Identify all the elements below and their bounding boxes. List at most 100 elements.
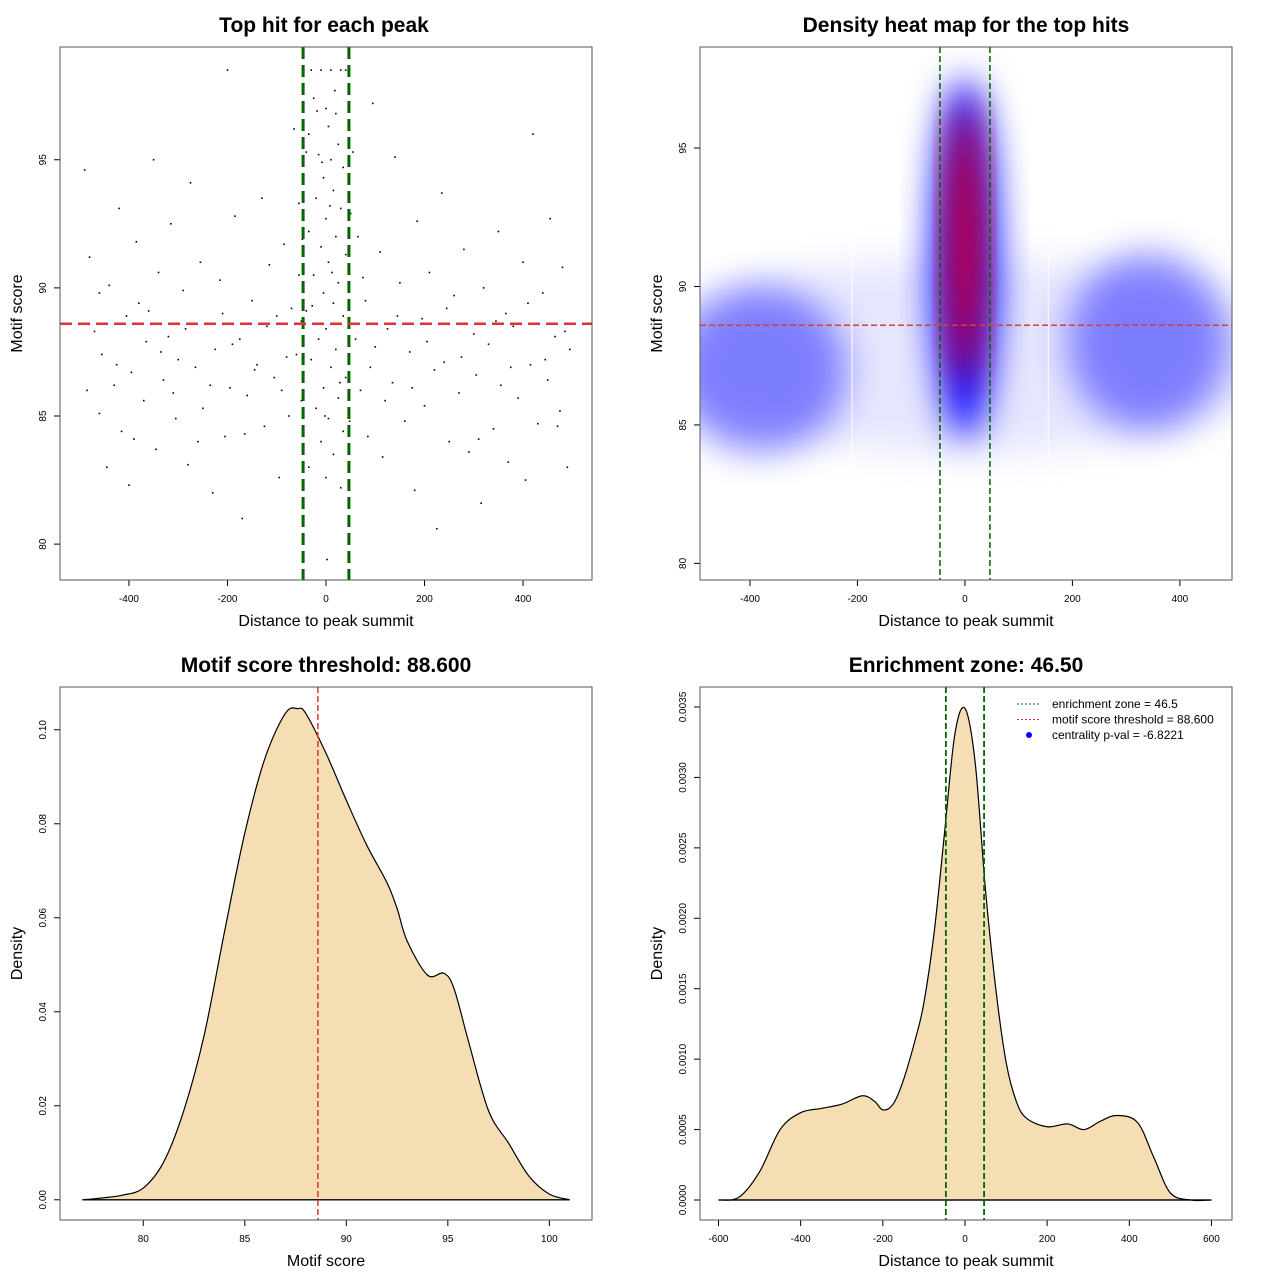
scatter-point xyxy=(202,407,204,410)
scatter-point xyxy=(174,417,177,420)
scatter-point xyxy=(118,207,120,210)
plot-frame xyxy=(699,686,1233,1221)
scatter-point xyxy=(559,410,561,412)
scatter-point xyxy=(311,305,314,307)
scatter-point xyxy=(275,315,278,317)
scatter-point xyxy=(199,261,202,264)
scatter-point xyxy=(224,435,226,438)
scatter-point xyxy=(507,461,510,463)
x-tick-label: 90 xyxy=(341,1234,353,1245)
scatter-point xyxy=(170,223,172,225)
scatter-point xyxy=(113,384,115,387)
title-score-density: Motif score threshold: 88.600 xyxy=(181,654,472,677)
scatter-point xyxy=(293,128,295,130)
scatter-point xyxy=(147,310,150,312)
scatter-point xyxy=(512,325,514,328)
scatter-point xyxy=(460,356,463,358)
x-axis-label: Distance to peak summit xyxy=(238,613,414,630)
x-tick-label: -400 xyxy=(119,594,139,605)
scatter-points xyxy=(83,69,571,561)
scatter-point xyxy=(335,235,337,238)
scatter-point xyxy=(332,453,335,456)
scatter-point xyxy=(321,161,323,164)
scatter-point xyxy=(194,366,197,369)
scatter-point xyxy=(344,253,347,256)
axes-2: 80 85 90 95 100 0.00 0.02 0.04 0.06 0.08 0.10 Motif… xyxy=(9,686,593,1270)
scatter-point xyxy=(564,330,566,333)
scatter-point xyxy=(298,274,300,276)
scatter-point xyxy=(209,384,212,387)
scatter-point xyxy=(182,289,184,292)
y-tick-label: 0.10 xyxy=(38,720,49,740)
scatter-point xyxy=(342,315,345,317)
scatter-point xyxy=(325,217,327,220)
x-tick-label: 0 xyxy=(323,594,329,605)
scatter-point xyxy=(453,294,455,297)
scatter-point xyxy=(238,338,241,340)
scatter-point xyxy=(312,97,315,100)
scatter-point xyxy=(554,335,556,338)
x-tick-label: -400 xyxy=(791,1234,811,1245)
scatter-point xyxy=(300,399,303,402)
y-tick-label: 0.0005 xyxy=(678,1114,689,1145)
scatter-point xyxy=(440,192,443,194)
y-tick-label: 85 xyxy=(38,410,49,422)
plot-frame xyxy=(59,46,593,581)
scatter-point xyxy=(93,330,96,333)
scatter-point xyxy=(448,440,450,443)
y-tick-label: 80 xyxy=(38,538,49,550)
y-tick-label: 0.0010 xyxy=(678,1043,689,1074)
scatter-point xyxy=(524,479,527,481)
scatter-point xyxy=(324,415,326,417)
scatter-point xyxy=(315,407,317,410)
scatter-point xyxy=(120,430,123,433)
scatter-point xyxy=(280,389,283,392)
scatter-point xyxy=(546,379,549,381)
x-tick-label: -200 xyxy=(873,1234,893,1245)
scatter-point xyxy=(298,202,300,205)
scatter-point xyxy=(509,366,512,369)
scatter-point xyxy=(105,466,108,469)
legend-point-icon xyxy=(1026,732,1032,738)
scatter-point xyxy=(549,217,551,220)
scatter-point xyxy=(472,333,475,335)
scatter-point xyxy=(342,166,345,169)
y-tick-label: 90 xyxy=(38,282,49,294)
scatter-point xyxy=(325,328,327,330)
scatter-point xyxy=(288,415,290,417)
y-axis-label: Density xyxy=(649,927,666,980)
scatter-point xyxy=(504,312,507,315)
x-tick-label: -200 xyxy=(217,594,237,605)
x-tick-label: 0 xyxy=(962,1234,968,1245)
scatter-point xyxy=(214,348,216,351)
y-tick-label: 0.0000 xyxy=(678,1184,689,1215)
scatter-point xyxy=(399,281,401,284)
x-axis-label: Distance to peak summit xyxy=(878,613,1054,630)
scatter-point xyxy=(307,133,310,135)
density-curve xyxy=(718,706,1212,1202)
scatter-point xyxy=(301,238,304,240)
density-blob xyxy=(700,286,847,453)
scatter-point xyxy=(229,387,231,389)
y-tick-label: 85 xyxy=(678,419,689,431)
scatter-point xyxy=(327,261,330,264)
scatter-point xyxy=(443,361,446,363)
axes-3: -600 -400 -200 0 200 400 600 0.0000 0.0005 0.0010… xyxy=(649,686,1233,1270)
scatter-point xyxy=(327,125,330,128)
scatter-point xyxy=(349,212,352,215)
scatter-point xyxy=(263,425,266,428)
scatter-point xyxy=(316,110,318,112)
scatter-point xyxy=(561,266,564,269)
x-tick-label: 400 xyxy=(515,594,532,605)
scatter-point xyxy=(268,264,271,266)
scatter-point xyxy=(256,363,258,366)
scatter-point xyxy=(160,351,162,353)
scatter-point xyxy=(413,489,416,492)
scatter-point xyxy=(482,287,485,289)
scatter-point xyxy=(142,399,145,402)
scatter-point xyxy=(86,389,88,392)
axes-1: -400 -200 0 200 400 80 85 90 95 Distance to peak … xyxy=(649,46,1233,630)
scatter-point xyxy=(320,246,322,248)
scatter-point xyxy=(334,89,336,92)
scatter-point xyxy=(133,438,135,440)
